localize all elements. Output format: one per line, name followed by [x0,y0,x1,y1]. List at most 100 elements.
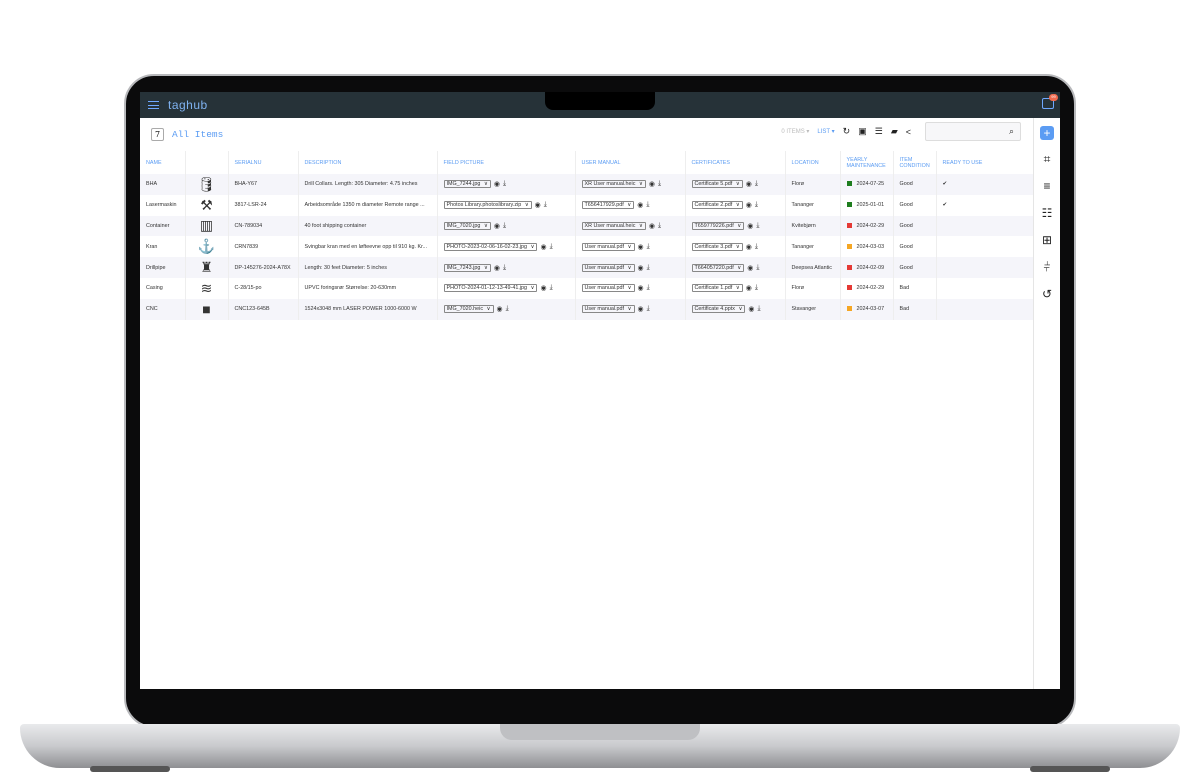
download-icon[interactable]: ⤓ [549,284,553,292]
column-header[interactable]: READY TO USE [936,151,1034,174]
menu-icon[interactable] [148,101,159,109]
view-icon[interactable]: ◉ [745,243,752,251]
view-icon[interactable]: ◉ [496,306,503,314]
column-header[interactable]: LOCATION [785,151,841,174]
view-icon[interactable]: ◉ [637,243,644,251]
table-row[interactable]: Lasermaskin ⚒ 3817-LSR-24 Arbeidsområde … [140,194,1034,216]
column-header[interactable]: ITEM CONDITION [893,151,937,174]
column-header[interactable]: CERTIFICATES [685,151,786,174]
download-icon[interactable]: ⤓ [543,201,547,209]
user-manual-select[interactable]: User manual.pdf [581,305,635,314]
view-icon[interactable]: ◉ [637,285,644,293]
table-row[interactable]: CNC ■ CNC123-645B 1524x3048 mm LASER POW… [140,298,1034,320]
qr-scan-icon[interactable]: ⌗ [1043,152,1051,166]
certificate-select[interactable]: T659779226.pdf [691,221,745,230]
table-row[interactable]: Casing ≋ C-28/15-po UPVC foringsrør Stør… [140,277,1034,299]
download-icon[interactable]: ⤓ [754,180,758,188]
download-icon[interactable]: ⤓ [646,242,650,250]
certificate-select[interactable]: Certificate 2.pdf [691,201,743,210]
view-icon[interactable]: ◉ [534,202,541,210]
field-picture-select[interactable]: IMG_7020.jpg [443,221,491,230]
view-icon[interactable]: ◉ [745,181,752,189]
user-manual-select[interactable]: User manual.pdf [581,263,635,272]
download-icon[interactable]: ⤓ [754,201,758,209]
user-manual-select[interactable]: XR User manual.heic [581,180,646,189]
download-icon[interactable]: ⤓ [756,221,760,229]
item-condition: Bad [893,298,937,320]
download-icon[interactable]: ⤓ [502,221,507,229]
folder-icon[interactable]: ▰ [890,126,898,136]
table-row[interactable]: Drillpipe ♜ DP-145276-2024-A78X Length: … [140,257,1034,278]
user-manual-select[interactable]: User manual.pdf [581,242,635,251]
field-picture-select[interactable]: IMG_7244.jpg [443,180,491,189]
table-row[interactable]: BHA 🛢 BHA-Y67 Drill Collars. Length: 305… [140,174,1034,195]
download-icon[interactable]: ⤓ [646,284,650,292]
download-icon[interactable]: ⤓ [754,242,758,250]
table-row[interactable]: Container ▥ CN-789034 40 foot shipping c… [140,215,1034,237]
select-icon[interactable]: ▣ [858,126,867,136]
chat-icon[interactable] [1042,98,1054,109]
user-manual-select[interactable]: XR User manual.heic [581,221,646,230]
view-icon[interactable]: ◉ [493,181,500,189]
list-icon[interactable]: ☷ [1041,206,1053,220]
download-icon[interactable]: ⤓ [549,242,553,250]
column-header[interactable]: SERIALNU [228,151,299,174]
certificate-select[interactable]: Certificate 4.pptx [691,305,746,314]
download-icon[interactable]: ⤓ [754,284,758,292]
history-icon[interactable]: ↺ [1041,287,1053,301]
download-icon[interactable]: ⤓ [646,305,650,313]
download-icon[interactable]: ⤓ [646,263,650,271]
download-icon[interactable]: ⤓ [658,221,662,229]
view-icon[interactable]: ◉ [745,285,752,293]
share-icon[interactable]: < [905,126,911,137]
view-icon[interactable]: ◉ [637,306,644,314]
column-header[interactable]: NAME [140,151,186,174]
column-header[interactable]: FIELD PICTURE [437,151,576,174]
column-header[interactable]: USER MANUAL [575,151,686,174]
view-icon[interactable]: ◉ [540,285,547,293]
certificate-select[interactable]: T664057220.pdf [691,263,745,272]
view-icon[interactable]: ◉ [493,222,500,230]
download-icon[interactable]: ⤓ [757,305,761,313]
download-icon[interactable]: ⤓ [658,180,662,188]
columns-settings-icon[interactable]: ⊞ [1041,233,1053,247]
table-row[interactable]: Kran ⚓ CRN7839 Svingbar kran med en løft… [140,236,1034,258]
column-header[interactable] [185,151,229,174]
view-icon[interactable]: ◉ [637,264,644,272]
download-icon[interactable]: ⤓ [505,305,509,313]
add-icon[interactable]: + [1040,126,1054,140]
download-icon[interactable]: ⤓ [646,201,650,209]
view-icon[interactable]: ◉ [745,202,752,210]
column-header[interactable]: DESCRIPTION [298,151,438,174]
user-manual-select[interactable]: User manual.pdf [581,284,635,293]
certificate-select[interactable]: Certificate 5.pdf [691,180,743,189]
view-icon[interactable]: ◉ [493,264,500,272]
view-icon[interactable]: ◉ [648,222,655,230]
certificate-select[interactable]: Certificate 3.pdf [691,242,743,251]
download-icon[interactable]: ⤓ [756,263,760,271]
sliders-icon[interactable]: ⫩ [1043,260,1051,274]
view-icon[interactable]: ◉ [540,243,547,251]
user-manual-select[interactable]: T656417929.pdf [581,201,635,210]
column-header[interactable]: YEARLY MAINTENANCE [840,151,894,174]
density-icon[interactable]: ☰ [874,126,883,136]
field-picture-select[interactable]: PHOTO-2023-02-06-16-02-23.jpg [443,242,538,251]
field-picture-select[interactable]: IMG_7243.jpg [443,263,491,272]
filter-icon[interactable]: ≡ [1043,179,1051,193]
search-input[interactable]: ⌕ [925,122,1021,141]
view-icon[interactable]: ◉ [637,202,644,210]
field-picture-select[interactable]: PHOTO-2024-01-12-13-49-41.jpg [443,284,538,293]
download-icon[interactable]: ⤓ [502,180,507,188]
refresh-icon[interactable]: ↻ [842,126,851,136]
view-icon[interactable]: ◉ [747,222,754,230]
download-icon[interactable]: ⤓ [502,263,507,271]
certificate-select[interactable]: Certificate 1.pdf [691,284,743,293]
field-picture-select[interactable]: IMG_7020.heic [443,305,494,314]
view-icon[interactable]: ◉ [648,181,655,189]
view-dropdown[interactable]: LIST ▾ [817,129,835,135]
items-dropdown[interactable]: 0 ITEMS ▾ [781,129,810,135]
location: Kvitebjørn [785,215,841,237]
view-icon[interactable]: ◉ [747,264,754,272]
field-picture-select[interactable]: Photos Library.photoslibrary.zip [443,201,532,210]
view-icon[interactable]: ◉ [748,306,755,314]
